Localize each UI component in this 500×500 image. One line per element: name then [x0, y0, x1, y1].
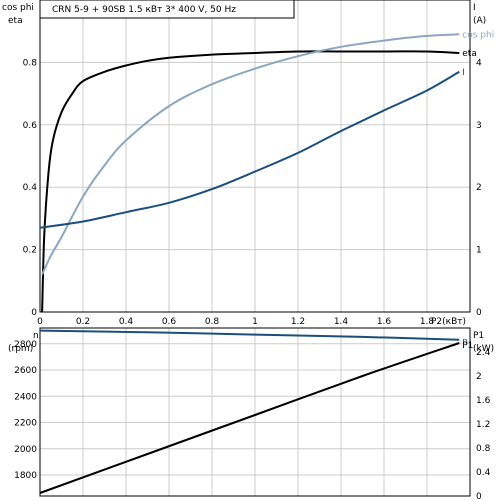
top-right-tick-label: 4	[476, 58, 482, 68]
top-left-tick-label: 0.8	[23, 58, 38, 68]
bottom-gridlines	[40, 328, 470, 496]
top-series-group: eta cos phi I	[39, 30, 494, 313]
x-tick-label: 1.6	[377, 317, 392, 327]
series-line-i	[39, 70, 460, 229]
bottom-left-axis-label-1: n	[33, 331, 39, 341]
chart-title: CRN 5-9 + 90SB 1.5 кВт 3* 400 V, 50 Hz	[52, 5, 236, 15]
top-left-axis-label-2: eta	[8, 16, 23, 26]
x-tick-label: 0.4	[119, 317, 134, 327]
x-tick-label: 0.8	[205, 317, 220, 327]
x-tick-label: 1.4	[334, 317, 349, 327]
x-axis-label: P2(кВт)	[431, 317, 466, 327]
bottom-plot-frame	[39, 327, 471, 497]
top-right-axis-label-2: (A)	[473, 16, 486, 26]
top-right-tick-label: 0	[476, 308, 482, 318]
x-tick-label: 0.6	[162, 317, 177, 327]
top-right-axis-label-1: I	[473, 3, 476, 13]
top-left-tick-label: 0.4	[23, 183, 38, 193]
bottom-left-tick-label: 2800	[14, 340, 37, 350]
series-label-n: n	[462, 337, 468, 347]
series-label-eta: eta	[462, 49, 477, 59]
top-left-tick-label: 0.6	[23, 121, 38, 131]
x-tick-label: 0	[37, 317, 43, 327]
series-line-eta	[41, 50, 460, 313]
bottom-right-tick-label: 2.4	[476, 348, 491, 358]
bottom-right-tick-label: 0.8	[476, 444, 491, 454]
series-line-p1	[39, 342, 460, 494]
top-gridlines	[40, 0, 470, 312]
bottom-left-tick-label: 2400	[14, 392, 37, 402]
top-tick-labels: 0 0.2 0.4 0.6 0.8 1 1.2 1.4 1.6 1.8 0 0.2 0.4 0.6 0.8 0…	[23, 58, 482, 327]
series-label-cos-phi: cos phi	[462, 30, 494, 40]
bottom-right-tick-label: 1.6	[476, 396, 491, 406]
bottom-right-tick-label: 0	[476, 492, 482, 500]
top-right-tick-label: 1	[476, 246, 482, 256]
bottom-right-axis-label-1: P1	[473, 331, 484, 341]
series-label-i: I	[462, 68, 465, 78]
bottom-right-axis-label-2: (kW)	[473, 344, 494, 354]
bottom-right-tick-label: 1.2	[476, 420, 490, 430]
bottom-left-tick-label: 2200	[14, 419, 37, 429]
title-box	[39, 0, 295, 19]
top-plot-frame	[39, 0, 471, 313]
top-right-tick-label: 3	[476, 121, 482, 131]
bottom-tick-labels: 1800 2000 2200 2400 2600 2800 0 0.4 0.8 1.2 1.6 2 2.…	[14, 340, 490, 500]
top-left-axis-label-1: cos phi	[2, 3, 34, 13]
bottom-right-tick-label: 0.4	[476, 468, 491, 478]
bottom-left-tick-label: 1800	[14, 471, 37, 481]
bottom-series-group: nP1	[39, 329, 473, 494]
bottom-left-tick-label: 2600	[14, 366, 37, 376]
x-tick-label: 0.2	[76, 317, 90, 327]
x-tick-label: 1	[252, 317, 258, 327]
top-left-tick-label: 0.2	[23, 246, 37, 256]
bottom-left-tick-label: 2000	[14, 445, 37, 455]
bottom-right-tick-label: 2	[476, 372, 482, 382]
series-line-cos-phi	[41, 33, 460, 276]
series-label-p1: P1	[462, 341, 473, 351]
bottom-left-axis-label-2: (rpm)	[8, 344, 33, 354]
top-right-tick-label: 2	[476, 183, 482, 193]
x-tick-label: 1.2	[291, 317, 305, 327]
x-tick-label: 1.8	[420, 317, 435, 327]
series-line-n	[39, 329, 460, 341]
top-left-tick-label: 0	[31, 308, 37, 318]
